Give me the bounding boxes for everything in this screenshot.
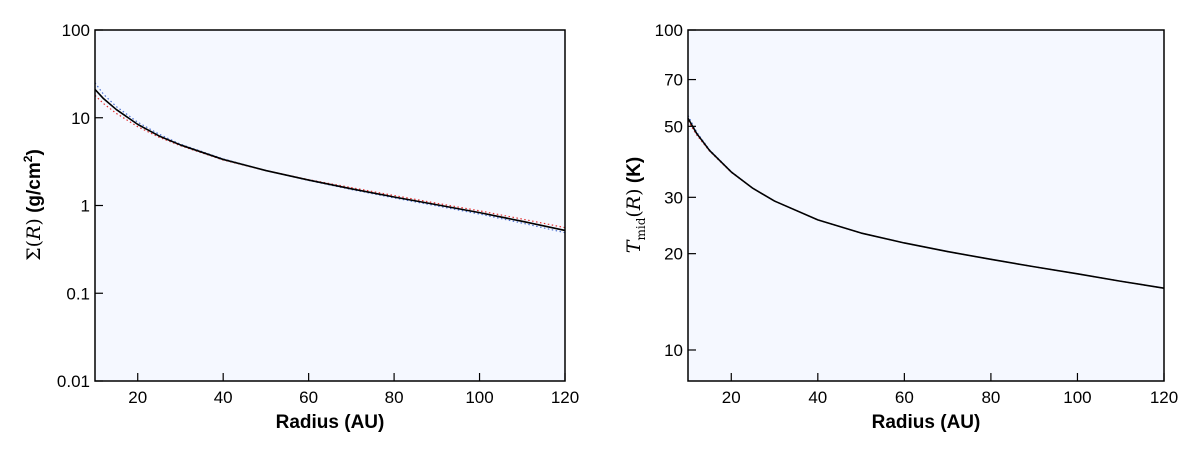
- x-tick-label-sigma-5: 120: [551, 388, 579, 407]
- ticks-group-sigma: 20 40 60 80 100 120 0.01 0.1 1 10 100: [57, 21, 579, 407]
- x-tick-label-tmid-4: 100: [1063, 388, 1091, 407]
- y-tick-label-tmid-2: 30: [664, 188, 683, 207]
- ticks-group-tmid: 20 40 60 80 100 120 10 20 30 50 70 100: [655, 21, 1179, 407]
- series-line-sigma-0: [94, 88, 566, 232]
- x-tick-label-sigma-2: 60: [299, 388, 318, 407]
- x-tick-label-tmid-5: 120: [1150, 388, 1178, 407]
- y-tick-label-tmid-5: 100: [655, 21, 683, 40]
- y-axis-label-sigma: Σ(R) (g/cm2): [21, 149, 45, 261]
- x-axis-label-tmid: Radius (AU): [872, 412, 981, 433]
- y-tick-label-sigma-0: 0.01: [57, 372, 90, 391]
- plot-frame-tmid: [687, 29, 1165, 382]
- x-tick-label-tmid-3: 80: [981, 388, 1000, 407]
- x-tick-label-sigma-0: 20: [128, 388, 147, 407]
- plot-area-sigma: [95, 30, 565, 381]
- x-tick-label-tmid-2: 60: [895, 388, 914, 407]
- y-tick-label-sigma-1: 0.1: [66, 284, 90, 303]
- y-tick-label-tmid-3: 50: [664, 117, 683, 136]
- series-line-tmid-0: [687, 117, 1165, 289]
- y-tick-label-tmid-4: 70: [664, 71, 683, 90]
- y-tick-label-tmid-0: 10: [664, 341, 683, 360]
- y-axis-label-tmid: Tmid(R) (K): [623, 157, 648, 253]
- y-tick-label-sigma-4: 100: [62, 21, 90, 40]
- series-group-sigma: [94, 82, 566, 234]
- y-tick-label-sigma-2: 1: [81, 197, 90, 216]
- x-tick-label-sigma-1: 40: [214, 388, 233, 407]
- x-axis-label-sigma: Radius (AU): [276, 412, 385, 433]
- x-tick-label-sigma-3: 80: [385, 388, 404, 407]
- y-tick-label-tmid-1: 20: [664, 245, 683, 264]
- x-tick-label-tmid-0: 20: [722, 388, 741, 407]
- plot-frame-sigma: [94, 29, 566, 382]
- y-tick-label-sigma-3: 10: [71, 109, 90, 128]
- series-group-tmid: [687, 115, 1165, 289]
- x-tick-label-sigma-4: 100: [465, 388, 493, 407]
- x-tick-label-tmid-1: 40: [808, 388, 827, 407]
- plot-area-tmid: [688, 30, 1164, 381]
